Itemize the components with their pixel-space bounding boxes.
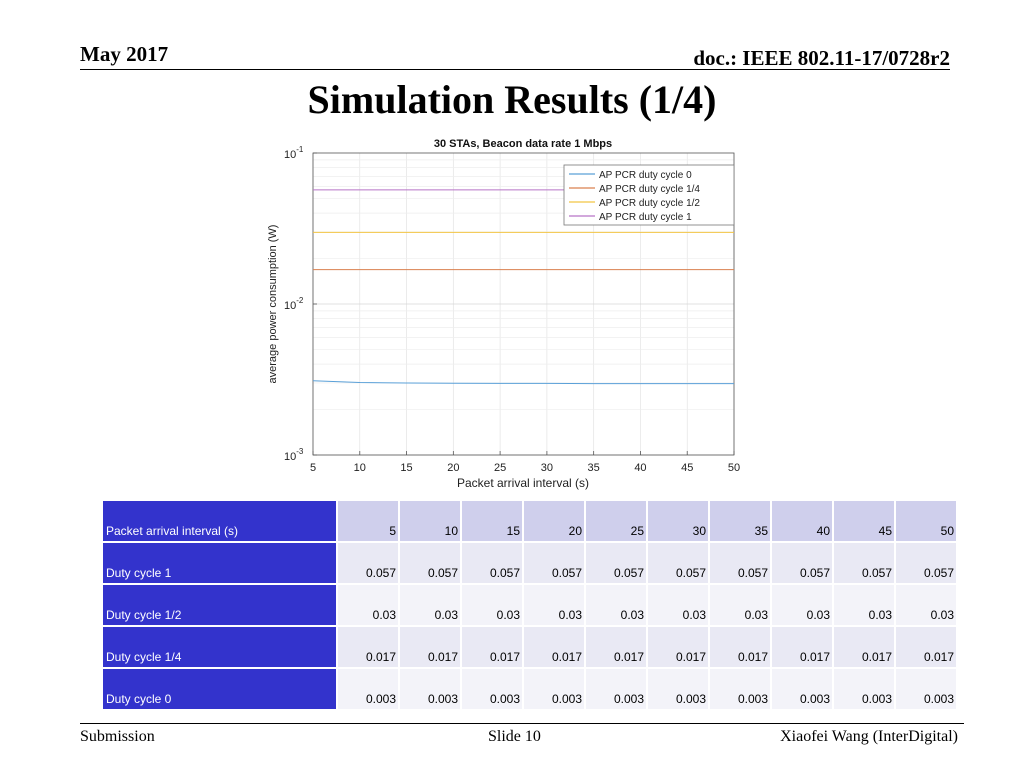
x-tick-label: 40 [634,462,646,474]
y-tick-label: 10-1 [284,145,304,161]
power-consumption-chart: 30 STAs, Beacon data rate 1 Mbps 5 10 15 20… [267,138,740,490]
table-cell: 0.003 [336,667,400,711]
table-cell: 0.03 [832,583,896,627]
table-cell: 0.03 [584,583,648,627]
table-cell: 0.057 [522,541,586,585]
x-axis-label: Packet arrival interval (s) [457,476,589,490]
table-cell: 0.057 [708,541,772,585]
row-header: Packet arrival interval (s) [101,499,338,543]
chart-legend: AP PCR duty cycle 0 AP PCR duty cycle 1/4… [563,164,735,226]
x-tick-label: 5 [310,462,316,474]
footer-submission: Submission [80,728,155,745]
table-cell: 0.017 [708,625,772,669]
table-cell: 0.003 [398,667,462,711]
table-cell: 0.017 [894,625,958,669]
x-tick-label: 10 [354,462,366,474]
table-cell: 0.003 [894,667,958,711]
table-cell: 0.003 [522,667,586,711]
x-tick-label: 30 [541,462,553,474]
table-cell: 0.057 [894,541,958,585]
row-header: Duty cycle 0 [101,667,338,711]
table-cell: 0.003 [584,667,648,711]
table-cell: 0.017 [336,625,400,669]
table-cell: 20 [522,499,586,543]
y-tick-label: 10-3 [284,447,304,463]
series-line-0 [312,380,734,385]
y-axis-ticks: 10-3 10-2 10-1 [284,145,317,463]
table-cell: 0.03 [336,583,400,627]
slide-title: Simulation Results (1/4) [307,77,717,122]
table-cell: 40 [770,499,834,543]
footer-author: Xiaofei Wang (InterDigital) [780,728,958,745]
table-cell: 0.03 [460,583,524,627]
table-cell: 0.057 [398,541,462,585]
table-cell: 15 [460,499,524,543]
table-cell: 0.003 [460,667,524,711]
row-header: Duty cycle 1 [101,541,338,585]
table-row: Packet arrival interval (s) 5 10 15 20 25 30 35… [101,499,958,543]
table-row: Duty cycle 1 0.057 0.057 0.057 0.057 0.057 0.0… [101,541,958,585]
table-cell: 0.057 [832,541,896,585]
table-cell: 5 [336,499,400,543]
table-cell: 0.03 [646,583,710,627]
table-cell: 0.003 [708,667,772,711]
footer-slide-number: Slide 10 [488,728,541,745]
table-cell: 0.017 [398,625,462,669]
legend-box [563,164,735,226]
table-cell: 0.057 [584,541,648,585]
footer-divider [80,723,964,724]
table-cell: 0.03 [522,583,586,627]
table-cell: 0.003 [646,667,710,711]
x-tick-label: 35 [588,462,600,474]
table-cell: 0.017 [770,625,834,669]
y-axis-label: average power consumption (W) [267,225,279,384]
table-cell: 10 [398,499,462,543]
header-divider [80,69,950,70]
table-cell: 0.003 [770,667,834,711]
table-cell: 0.057 [646,541,710,585]
table-cell: 0.017 [832,625,896,669]
legend-label: AP PCR duty cycle 1/2 [599,198,700,209]
header-date: May 2017 [80,42,169,66]
table-cell: 0.03 [708,583,772,627]
x-tick-label: 50 [728,462,740,474]
table-cell: 25 [584,499,648,543]
table-row: Duty cycle 0 0.003 0.003 0.003 0.003 0.003 0.0… [101,667,958,711]
header-doc-id: doc.: IEEE 802.11-17/0728r2 [693,46,950,70]
chart-title: 30 STAs, Beacon data rate 1 Mbps [434,138,612,150]
x-tick-label: 20 [447,462,459,474]
x-tick-label: 45 [681,462,693,474]
table-row: Duty cycle 1/4 0.017 0.017 0.017 0.017 0.017 0… [101,625,958,669]
table-cell: 0.03 [894,583,958,627]
table-cell: 0.017 [584,625,648,669]
row-header: Duty cycle 1/2 [101,583,338,627]
table-cell: 50 [894,499,958,543]
x-tick-label: 25 [494,462,506,474]
table-cell: 0.057 [770,541,834,585]
x-tick-label: 15 [400,462,412,474]
table-cell: 30 [646,499,710,543]
table-cell: 0.057 [460,541,524,585]
table-row: Duty cycle 1/2 0.03 0.03 0.03 0.03 0.03 0.03 0.… [101,583,958,627]
x-axis-ticks: 5 10 15 20 25 30 35 40 45 50 [310,451,740,474]
row-header: Duty cycle 1/4 [101,625,338,669]
legend-label: AP PCR duty cycle 1/4 [599,184,700,195]
table-cell: 0.057 [336,541,400,585]
legend-label: AP PCR duty cycle 0 [599,170,692,181]
results-table: Packet arrival interval (s) 5 10 15 20 25 30 35… [101,499,958,711]
table-cell: 0.03 [770,583,834,627]
y-tick-label: 10-2 [284,296,304,312]
table-cell: 0.003 [832,667,896,711]
table-cell: 0.017 [522,625,586,669]
table-cell: 35 [708,499,772,543]
table-cell: 0.03 [398,583,462,627]
legend-label: AP PCR duty cycle 1 [599,212,692,223]
table-cell: 0.017 [460,625,524,669]
table-cell: 45 [832,499,896,543]
table-cell: 0.017 [646,625,710,669]
